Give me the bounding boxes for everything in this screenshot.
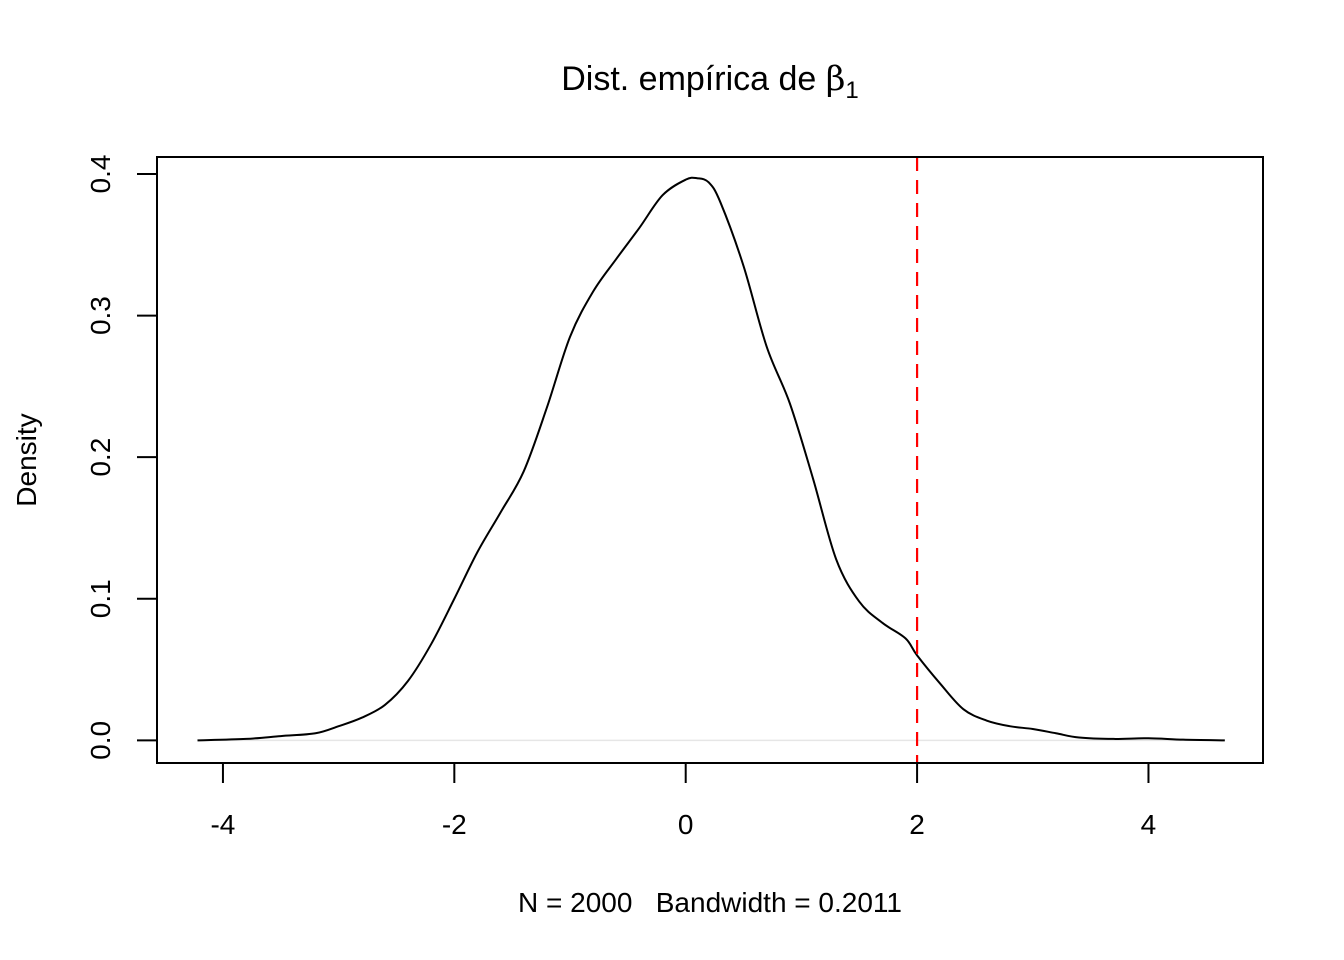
y-tick-label: 0.4 bbox=[85, 155, 116, 194]
x-tick-label: 0 bbox=[678, 809, 694, 840]
chart-title-subscript: 1 bbox=[845, 77, 858, 104]
plot-frame bbox=[156, 156, 1264, 764]
chart-title-symbol: β bbox=[826, 59, 846, 99]
x-tick-label: 4 bbox=[1141, 809, 1157, 840]
y-tick-label: 0.1 bbox=[85, 579, 116, 618]
x-tick-label: -4 bbox=[210, 809, 235, 840]
x-axis-label: N = 2000 Bandwidth = 0.2011 bbox=[518, 887, 902, 918]
density-series-line bbox=[197, 176, 1225, 742]
x-tick-label: 2 bbox=[909, 809, 925, 840]
y-tick-label: 0.2 bbox=[85, 438, 116, 477]
y-axis-label: Density bbox=[11, 413, 42, 506]
x-tick-label: -2 bbox=[442, 809, 467, 840]
density-series-layer bbox=[197, 176, 1225, 742]
chart-title: Dist. empírica de β1 bbox=[561, 59, 859, 104]
x-axis: -4 -2 0 2 4 bbox=[210, 762, 1157, 840]
y-tick-label: 0.3 bbox=[85, 296, 116, 335]
y-axis: 0.0 0.1 0.2 0.3 0.4 bbox=[85, 155, 158, 760]
chart-title-text: Dist. empírica de bbox=[561, 60, 826, 98]
y-tick-label: 0.0 bbox=[85, 721, 116, 760]
